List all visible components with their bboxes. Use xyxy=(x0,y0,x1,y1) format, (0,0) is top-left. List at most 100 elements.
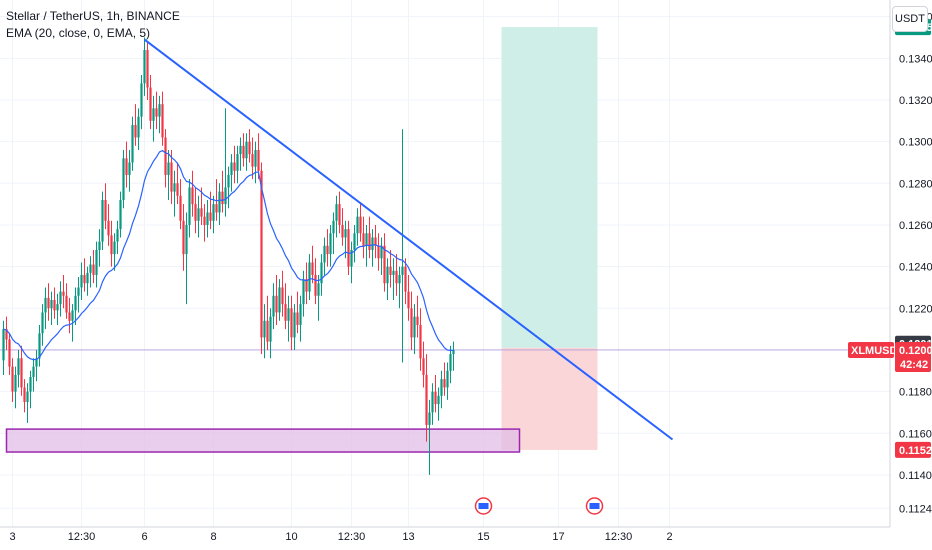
x-tick-label: 15 xyxy=(477,531,489,543)
x-tick-label: 3 xyxy=(9,531,15,543)
candle-body xyxy=(242,145,245,159)
candle-body xyxy=(149,87,152,121)
candle-body xyxy=(368,233,371,250)
candle-body xyxy=(50,299,53,309)
candle-body xyxy=(428,412,431,425)
candle-body xyxy=(197,208,200,221)
candle-body xyxy=(146,49,149,88)
candle-body xyxy=(158,104,161,117)
candle-body xyxy=(104,199,107,221)
candle-body xyxy=(209,212,212,221)
candle-body xyxy=(335,204,338,221)
candle-body xyxy=(188,187,191,225)
candle-body xyxy=(329,233,332,255)
downtrend-line[interactable] xyxy=(143,38,674,441)
candle-body xyxy=(371,237,374,250)
candle-body xyxy=(116,229,119,242)
candle-body xyxy=(200,208,203,217)
candle-body xyxy=(203,216,206,225)
candle-body xyxy=(185,224,188,255)
candle-body xyxy=(422,358,425,375)
support-zone-rect[interactable] xyxy=(5,428,521,453)
y-tick-label: 0.1160 xyxy=(899,428,932,440)
candle-body xyxy=(308,262,311,292)
chart-legend: Stellar / TetherUS, 1h, BINANCE EMA (20,… xyxy=(6,8,180,42)
candle-body xyxy=(38,333,41,359)
candle-body xyxy=(74,295,77,311)
candle-body xyxy=(110,235,113,255)
y-tick-label: 0.1320 xyxy=(899,95,932,107)
currency-button[interactable]: USDT xyxy=(892,6,928,32)
candle-body xyxy=(41,312,44,334)
flag-stripe xyxy=(589,503,600,509)
ema-line[interactable] xyxy=(3,149,454,361)
x-tick-label: 6 xyxy=(141,531,147,543)
candle-body xyxy=(101,199,104,242)
candle-body xyxy=(89,264,92,273)
candle-body xyxy=(26,391,29,403)
candle-body xyxy=(164,137,167,175)
candle-body xyxy=(182,220,185,255)
candle-body xyxy=(398,274,401,284)
candle-body xyxy=(359,216,362,234)
candle-body xyxy=(137,116,140,138)
candle-body xyxy=(365,233,368,246)
candle-body xyxy=(443,379,446,388)
candle-body xyxy=(194,204,197,221)
candle-body xyxy=(332,220,335,234)
candle-body xyxy=(152,108,155,121)
candle-body xyxy=(320,262,323,284)
x-tick-label: 12:30 xyxy=(338,531,366,543)
ema-indicator-label[interactable]: EMA (20, close, 0, EMA, 5) xyxy=(6,26,151,40)
candle-body xyxy=(230,162,233,175)
candle-body xyxy=(323,245,326,263)
y-tick-label: 0.1340 xyxy=(899,53,932,65)
candle-body xyxy=(239,145,242,155)
candle-body xyxy=(290,308,293,338)
candle-body xyxy=(23,387,26,403)
candle-body xyxy=(413,316,416,338)
candle-body xyxy=(305,279,308,292)
current-price-tag xyxy=(895,341,931,372)
candle-body xyxy=(47,297,50,309)
stop-price-tag xyxy=(895,441,931,458)
candle-body xyxy=(95,249,98,275)
candle-body xyxy=(236,154,239,171)
candle-body xyxy=(341,224,344,238)
candle-body xyxy=(350,249,353,267)
candle-body xyxy=(392,270,395,275)
candle-body xyxy=(8,339,11,367)
x-tick-label: 8 xyxy=(210,531,216,543)
candle-body xyxy=(251,154,254,167)
candle-body xyxy=(80,274,83,288)
candle-body xyxy=(215,204,218,213)
candle-body xyxy=(140,83,143,117)
candle-body xyxy=(389,266,392,275)
candle-body xyxy=(161,104,164,138)
candle-body xyxy=(17,358,20,375)
candle-body xyxy=(32,366,35,378)
candle-body xyxy=(452,349,455,355)
candle-body xyxy=(92,264,95,275)
candle-body xyxy=(446,370,449,388)
candle-body xyxy=(167,162,170,175)
candle-body xyxy=(119,199,122,230)
candle-body xyxy=(272,295,275,317)
current-price-tag-text: 0.1200 xyxy=(899,345,932,357)
y-tick-label: 0.1180 xyxy=(899,387,932,399)
candle-body xyxy=(53,299,56,311)
candle-body xyxy=(122,158,125,200)
candle-body xyxy=(191,187,194,205)
symbol-title[interactable]: Stellar / TetherUS, 1h, BINANCE xyxy=(6,9,180,23)
candle-body xyxy=(440,379,443,396)
candle-body xyxy=(311,262,314,275)
take-profit-zone[interactable] xyxy=(501,27,598,348)
candle-body xyxy=(59,291,62,305)
symbol-price-label-text: XLMUSDT xyxy=(851,345,904,357)
candle-body xyxy=(431,391,434,413)
candle-body xyxy=(143,49,146,84)
y-tick-label: 0.1260 xyxy=(899,220,932,232)
x-tick-label: 12:30 xyxy=(68,531,96,543)
candle-body xyxy=(287,308,290,321)
